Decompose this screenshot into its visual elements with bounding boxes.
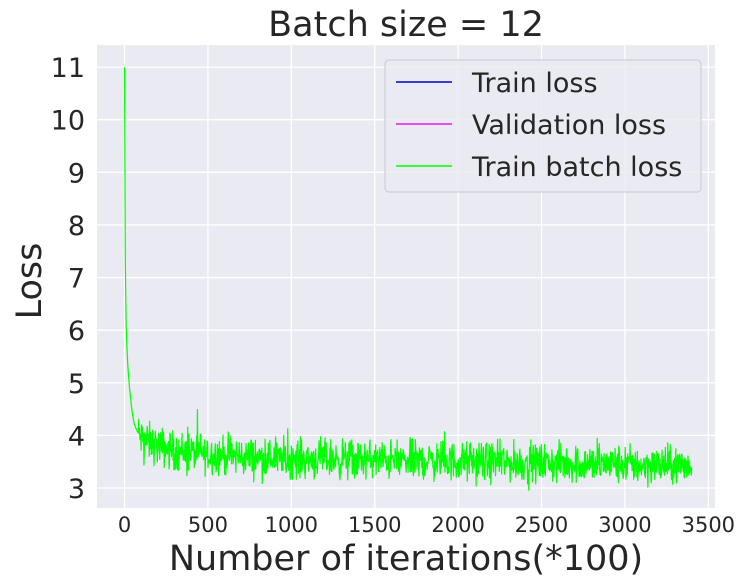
- y-axis-label: Loss: [10, 243, 50, 320]
- y-tick-label-3: 6: [68, 316, 85, 347]
- y-tick-label-0: 3: [68, 474, 85, 505]
- y-tick-label-4: 7: [68, 264, 85, 295]
- y-tick-label-7: 10: [51, 106, 85, 137]
- x-axis-label: Number of iterations(*100): [169, 539, 643, 579]
- x-tick-label-3: 1500: [348, 513, 401, 537]
- y-tick-label-8: 11: [51, 53, 85, 84]
- y-tick-label-5: 8: [68, 211, 85, 242]
- series-line-2: [123, 67, 693, 491]
- chart-title: Batch size = 12: [268, 5, 544, 45]
- x-tick-label-5: 2500: [515, 513, 568, 537]
- legend-label-train-loss: Train loss: [471, 68, 598, 99]
- y-tick-labels: 3 4 5 6 7 8 9 10 11: [51, 53, 85, 505]
- legend-label-train-batch-loss: Train batch loss: [471, 152, 682, 183]
- x-tick-label-0: 0: [118, 513, 131, 537]
- legend-box: [384, 59, 702, 193]
- x-tick-label-6: 3000: [598, 513, 651, 537]
- x-tick-label-2: 1000: [265, 513, 318, 537]
- x-tick-label-1: 500: [188, 513, 228, 537]
- legend: Train loss Validation loss Train batch l…: [384, 59, 702, 193]
- x-tick-label-7: 3500: [682, 513, 735, 537]
- y-tick-label-2: 5: [68, 369, 85, 400]
- x-tick-labels: 0 500 1000 1500 2000 2500 3000 3500: [118, 513, 735, 537]
- x-tick-label-4: 2000: [431, 513, 484, 537]
- y-tick-label-6: 9: [68, 158, 85, 189]
- series-layer: [123, 67, 693, 491]
- y-tick-label-1: 4: [68, 421, 85, 452]
- legend-label-validation-loss: Validation loss: [472, 110, 666, 141]
